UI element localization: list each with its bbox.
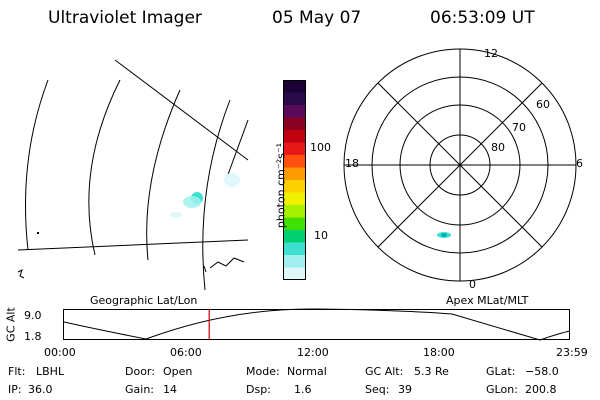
colorbar-cell [283, 180, 306, 193]
colorbar-cell [283, 192, 306, 206]
colorbar-cell [283, 80, 306, 93]
geo-longitude-line [146, 89, 181, 261]
coastline-fragment [203, 257, 245, 273]
altitude-xtick: 18:00 [423, 346, 455, 359]
display-label: Dsp: [246, 383, 271, 396]
colorbar-cell [283, 155, 306, 168]
altitude-ytick: 9.0 [24, 309, 42, 322]
colorbar-cell [283, 230, 306, 243]
colorbar-unit-label: photon cm⁻²s⁻¹ [274, 142, 288, 229]
altitude-curve [63, 308, 571, 341]
geo-longitude-line [202, 99, 231, 291]
mlt-label-midnight: 0 [469, 278, 476, 291]
door-value: Open [163, 365, 193, 378]
filter-label: Flt: [8, 365, 26, 378]
gain-label: Gain: [125, 383, 154, 396]
geo-latitude-label: GLat: [486, 365, 516, 378]
polar-panel-label: Apex MLat/MLT [446, 294, 529, 307]
altitude-plot [63, 308, 571, 341]
mlt-label-noon: 12 [484, 47, 498, 60]
polar-aurora-emission [437, 232, 451, 238]
mlt-meridian [377, 82, 543, 248]
sequence-value: 39 [398, 383, 412, 396]
geo-latitude-line [114, 59, 249, 161]
colorbar-cell [283, 130, 306, 143]
colorbar-cell [283, 267, 306, 280]
observation-date: 05 May 07 [272, 8, 362, 28]
mode-label: Mode: [246, 365, 280, 378]
altitude-ytick: 1.8 [24, 330, 42, 343]
filter-value: LBHL [36, 365, 65, 378]
mode-value: Normal [287, 365, 327, 378]
observation-time: 06:53:09 UT [430, 8, 535, 28]
colorbar-tick-label: 10 [314, 229, 328, 242]
geo-marker-dot [37, 232, 39, 234]
ip-value: 36.0 [28, 383, 53, 396]
colorbar-cell [283, 167, 306, 181]
geo-latitude-line [17, 239, 249, 251]
gc-altitude-label: GC Alt: [365, 365, 404, 378]
mlat-label-60: 60 [536, 98, 550, 111]
mlt-label-dusk: 18 [345, 157, 359, 170]
colorbar-cell [283, 255, 306, 268]
geo-longitude-line [25, 79, 49, 251]
geo-longitude-label: GLon: [486, 383, 518, 396]
instrument-title: Ultraviolet Imager [48, 8, 202, 28]
colorbar-tick-label: 100 [310, 141, 331, 154]
mlat-label-80: 80 [491, 141, 505, 154]
gain-value: 14 [163, 383, 177, 396]
display-value: 1.6 [294, 383, 312, 396]
colorbar-cell [283, 217, 306, 231]
altitude-xtick: 00:00 [44, 346, 76, 359]
colorbar [283, 80, 306, 280]
geo-longitude-line [88, 79, 121, 256]
altitude-xtick: 12:00 [297, 346, 329, 359]
altitude-xtick: 06:00 [170, 346, 202, 359]
gc-altitude-value: 5.3 Re [414, 365, 449, 378]
door-label: Door: [125, 365, 155, 378]
geo-latitude-value: −58.0 [525, 365, 559, 378]
geo-aurora-emission [170, 173, 240, 218]
geo-latitude-line [225, 119, 249, 181]
altitude-ylabel: GC Alt [4, 307, 18, 342]
mlt-label-dawn: 6 [576, 157, 583, 170]
sequence-label: Seq: [365, 383, 390, 396]
mlat-label-70: 70 [512, 121, 526, 134]
colorbar-cell [283, 142, 306, 156]
colorbar-cell [283, 117, 306, 131]
polar-plot-panel [343, 48, 577, 282]
colorbar-cell [283, 205, 306, 218]
geo-longitude-value: 200.8 [525, 383, 557, 396]
colorbar-cell [283, 242, 306, 256]
coastline-fragment [17, 269, 25, 279]
altitude-plot-frame [63, 309, 570, 340]
geographic-panel-label: Geographic Lat/Lon [90, 294, 198, 307]
colorbar-cell [283, 92, 306, 106]
ip-label: IP: [8, 383, 22, 396]
altitude-xtick: 23:59 [556, 346, 588, 359]
colorbar-cell [283, 105, 306, 118]
